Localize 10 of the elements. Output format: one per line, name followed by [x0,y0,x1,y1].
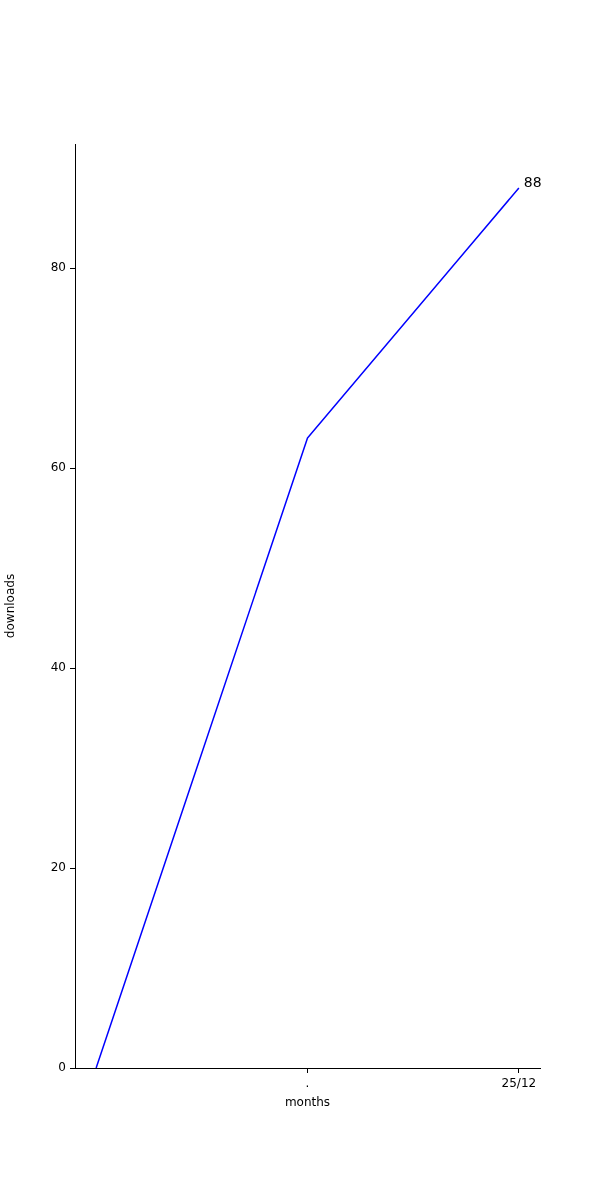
y-tick-label: 40 [50,660,66,675]
y-tick-label: 0 [58,1060,66,1075]
x-axis-title: months [284,1094,331,1109]
data-label: 88 [523,173,542,190]
x-tick-label: . [305,1076,310,1091]
y-tick-label: 20 [50,860,66,875]
y-axis-title: downloads [3,573,18,639]
y-tick-label: 80 [50,260,66,275]
x-tick-label: 25/12 [501,1076,537,1091]
y-tick-label: 60 [50,460,66,475]
